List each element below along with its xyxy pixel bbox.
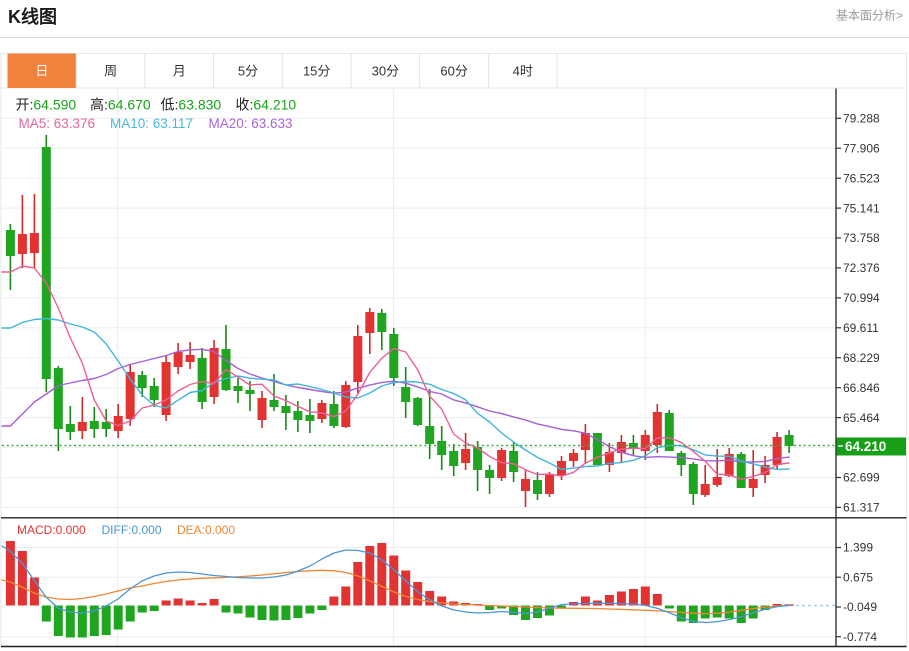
svg-text:64.210: 64.210 <box>845 439 886 454</box>
svg-text:30分: 30分 <box>372 64 399 79</box>
svg-text:1.399: 1.399 <box>843 541 873 555</box>
svg-text:73.758: 73.758 <box>843 231 880 245</box>
svg-text:79.288: 79.288 <box>843 112 880 126</box>
svg-text:4时: 4时 <box>513 64 533 79</box>
svg-text:开:64.590: 开:64.590 <box>16 96 77 112</box>
svg-text:69.611: 69.611 <box>843 321 879 335</box>
svg-text:77.906: 77.906 <box>843 141 880 155</box>
svg-text:75.141: 75.141 <box>843 201 880 215</box>
svg-text:基本面分析>: 基本面分析> <box>836 9 903 23</box>
svg-text:DEA:0.000: DEA:0.000 <box>177 523 235 537</box>
svg-text:DIFF:0.000: DIFF:0.000 <box>102 523 162 537</box>
svg-text:日: 日 <box>35 64 48 79</box>
svg-text:低:63.830: 低:63.830 <box>161 96 222 112</box>
svg-text:高:64.670: 高:64.670 <box>90 96 151 112</box>
svg-text:-0.774: -0.774 <box>843 630 877 644</box>
svg-text:MACD:0.000: MACD:0.000 <box>17 523 86 537</box>
svg-text:收:64.210: 收:64.210 <box>236 96 297 112</box>
svg-text:-0.049: -0.049 <box>843 600 877 614</box>
svg-text:72.376: 72.376 <box>843 261 880 275</box>
svg-text:65.464: 65.464 <box>843 411 880 425</box>
svg-text:MA5: 63.376: MA5: 63.376 <box>19 116 96 131</box>
svg-text:K线图: K线图 <box>8 6 57 27</box>
svg-text:66.846: 66.846 <box>843 381 880 395</box>
svg-text:5分: 5分 <box>238 64 258 79</box>
svg-text:15分: 15分 <box>303 64 330 79</box>
svg-text:0.675: 0.675 <box>843 570 873 584</box>
svg-text:68.229: 68.229 <box>843 351 880 365</box>
svg-text:MA10: 63.117: MA10: 63.117 <box>110 116 193 131</box>
svg-text:62.699: 62.699 <box>843 471 880 485</box>
svg-text:76.523: 76.523 <box>843 171 880 185</box>
svg-text:60分: 60分 <box>440 64 467 79</box>
svg-text:61.317: 61.317 <box>843 501 880 515</box>
svg-text:MA20: 63.633: MA20: 63.633 <box>209 116 293 131</box>
svg-text:70.994: 70.994 <box>843 291 880 305</box>
svg-text:周: 周 <box>104 64 117 79</box>
svg-text:月: 月 <box>173 64 186 79</box>
